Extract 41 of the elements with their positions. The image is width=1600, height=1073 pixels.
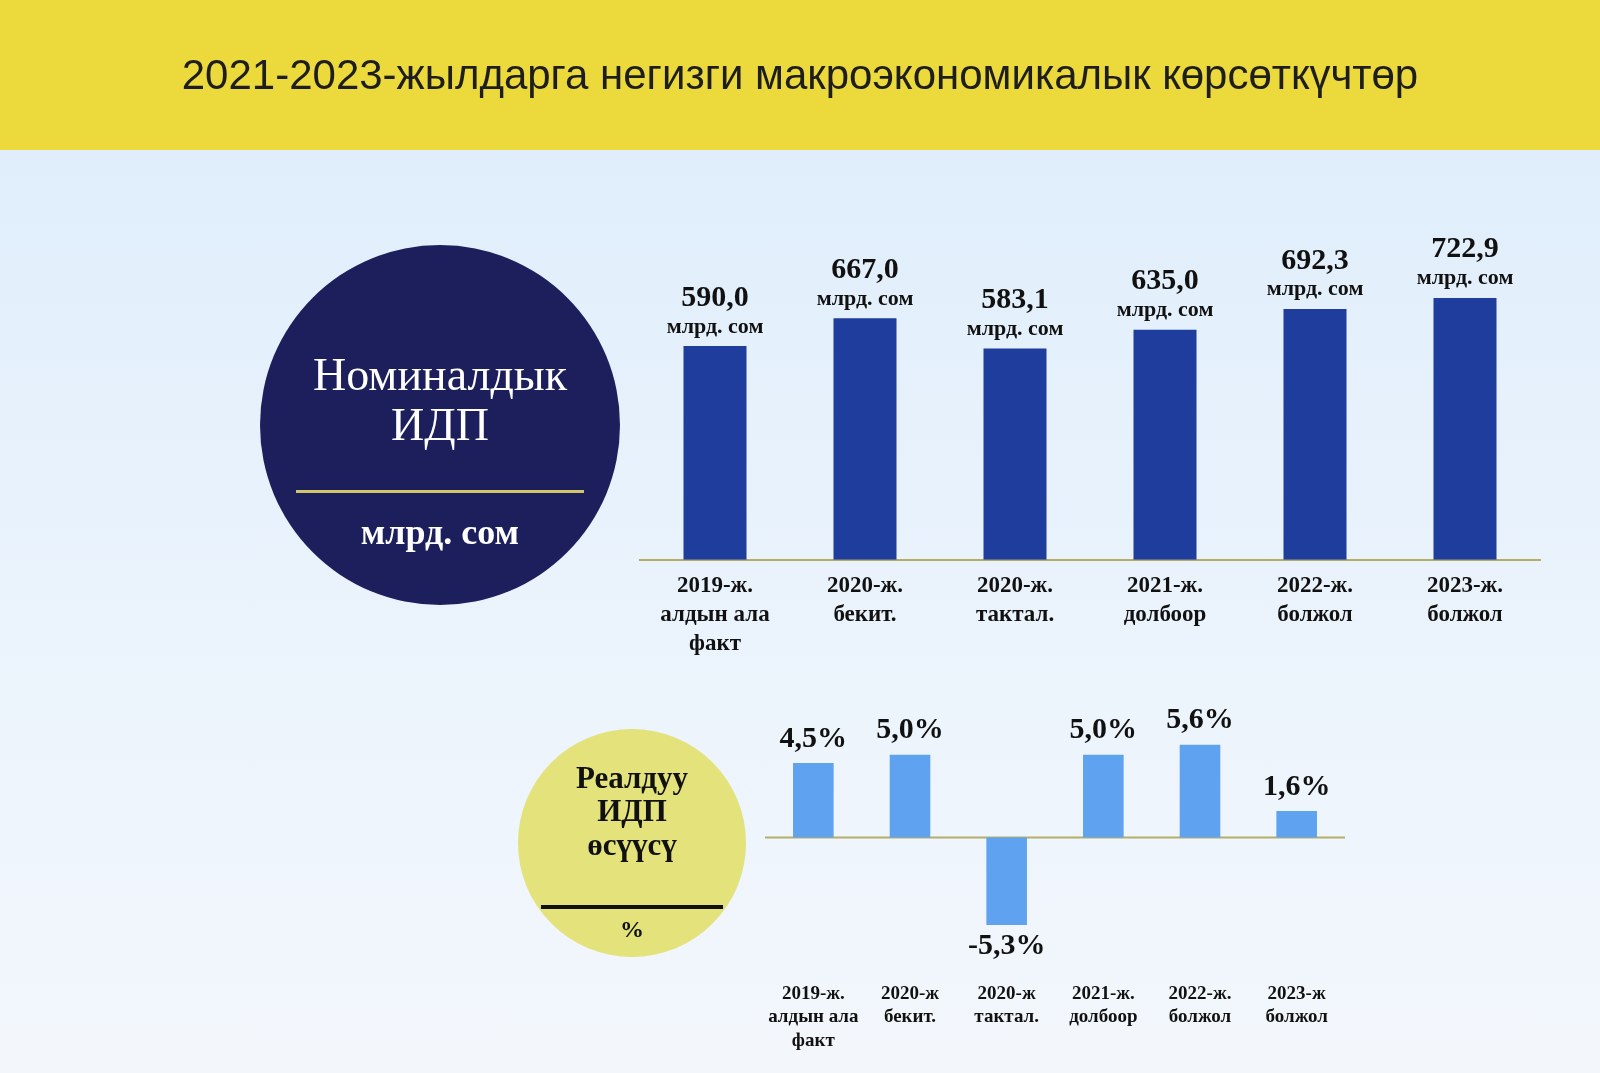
text: Номиналдык ИДП <box>312 349 568 450</box>
bar <box>986 837 1027 926</box>
x-tick-label: 2019-ж. алдын ала факт <box>660 572 771 655</box>
x-tick-label: 2020-ж. бекит. <box>826 572 904 626</box>
data-label: 5,0% <box>876 711 944 745</box>
x-tick-label: 2021-ж. долбоор <box>1069 981 1138 1027</box>
x-tick-label: 2021-ж. долбоор <box>1123 572 1207 626</box>
bar <box>1283 309 1347 560</box>
chart-title: 2021-2023-жылдарга негизги макроэкономикалык көрсөткүчтөр <box>181 51 1419 99</box>
data-label: 4,5% <box>779 719 848 753</box>
bar <box>683 346 747 560</box>
x-tick-label: 2023-ж болжол <box>1265 981 1329 1027</box>
x-tick-label: 2022-ж. болжол <box>1276 572 1354 626</box>
bar <box>793 762 834 838</box>
y-axis-title: млрд. сом <box>360 512 520 552</box>
bar <box>889 754 931 838</box>
text: Реалдуу ИДП өсүүсү <box>575 760 689 862</box>
x-tick-label: 2019-ж. алдын ала факт <box>768 981 859 1051</box>
x-tick-label: 2022-ж. болжол <box>1168 981 1232 1027</box>
data-label: 722,9 млрд. сом <box>1416 230 1514 290</box>
x-tick-label: 2020-ж бекит. <box>880 981 940 1027</box>
y-axis-title: % <box>620 916 644 943</box>
data-label: 590,0 млрд. сом <box>666 278 764 338</box>
data-label: 583,1 млрд. сом <box>966 281 1064 341</box>
data-label: 667,0 млрд. сом <box>816 250 914 310</box>
bar <box>1433 297 1497 560</box>
bar <box>1133 329 1197 560</box>
data-label: 5,6% <box>1166 701 1234 735</box>
bar <box>1276 810 1317 838</box>
x-tick-label: 2020-ж. тактал. <box>975 572 1055 626</box>
x-tick-label: 2023-ж. болжол <box>1426 572 1504 626</box>
bar <box>833 318 897 560</box>
data-label: 635,0 млрд. сом <box>1116 262 1214 322</box>
data-label: -5,3% <box>967 926 1046 960</box>
bar <box>1083 754 1124 838</box>
x-tick-label: 2020-ж тактал. <box>974 981 1039 1027</box>
data-label: 5,0% <box>1069 711 1138 745</box>
bar <box>983 348 1047 560</box>
data-label: 692,3 млрд. сом <box>1266 241 1364 301</box>
data-label: 1,6% <box>1262 767 1331 801</box>
bar <box>1179 744 1221 838</box>
